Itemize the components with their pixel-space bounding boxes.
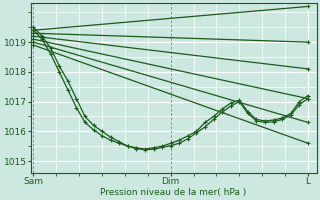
X-axis label: Pression niveau de la mer( hPa ): Pression niveau de la mer( hPa ) (100, 188, 247, 197)
